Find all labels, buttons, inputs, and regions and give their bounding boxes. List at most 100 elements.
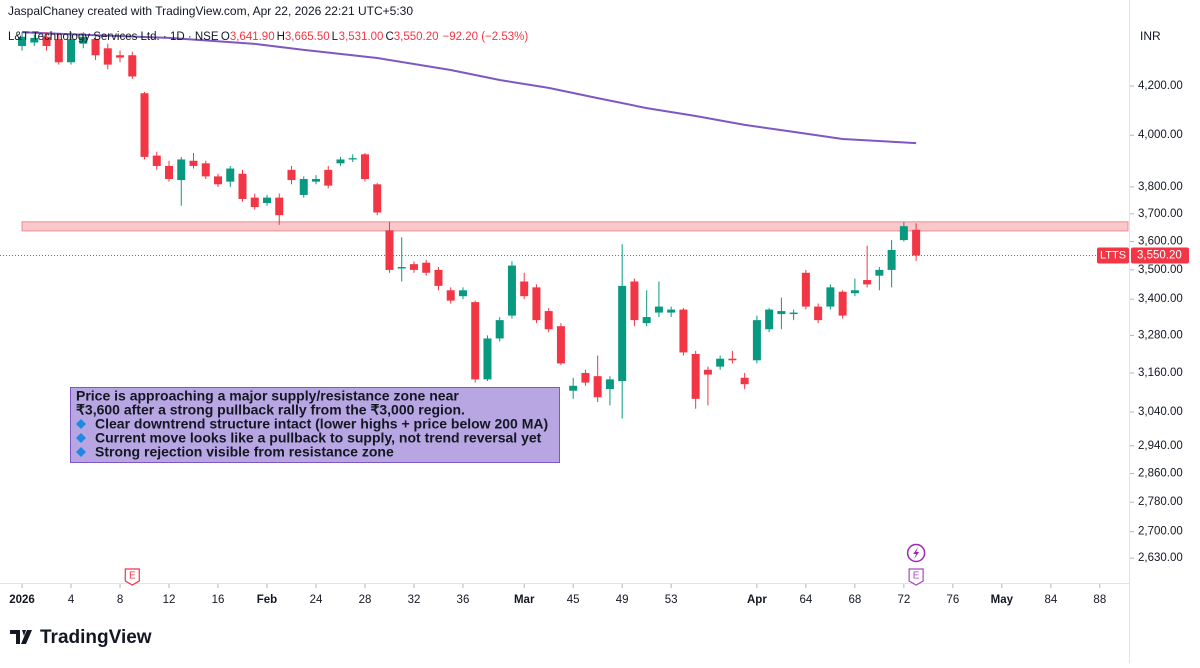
candle-body <box>544 311 553 330</box>
event-marker <box>908 568 924 586</box>
candle-body <box>789 312 798 315</box>
event-marker <box>124 568 140 586</box>
y-tick-label: 3,400.00 <box>1138 293 1183 305</box>
x-tick-label: 45 <box>567 594 580 606</box>
x-tick-label: 4 <box>68 594 75 606</box>
x-tick-label: 53 <box>665 594 678 606</box>
bullet-icon <box>76 447 86 457</box>
candle-body <box>275 197 284 216</box>
y-tick-label: 3,600.00 <box>1138 236 1183 248</box>
candle-body <box>262 197 271 204</box>
candle-body <box>42 36 51 46</box>
event-label: E <box>913 571 920 582</box>
y-tick-label: 2,700.00 <box>1138 526 1183 538</box>
y-tick-label: 2,860.00 <box>1138 468 1183 480</box>
candle-body <box>728 358 737 361</box>
legend-key: L <box>332 31 339 43</box>
candle-body <box>79 36 88 44</box>
candle-body <box>740 377 749 385</box>
logo-icon <box>10 630 32 644</box>
y-tick-label: 3,700.00 <box>1138 208 1183 220</box>
candle-body <box>838 291 847 316</box>
annotation-bullet: Strong rejection visible from resistance… <box>95 444 394 460</box>
y-tick-label: 2,780.00 <box>1138 496 1183 508</box>
candle-body <box>483 338 492 380</box>
moving-average <box>21 31 917 145</box>
x-tick-label: Feb <box>257 594 277 606</box>
candle-body <box>912 229 921 256</box>
candle-body <box>581 372 590 383</box>
candle-body <box>801 272 810 307</box>
candle-body <box>471 302 480 380</box>
candle-body <box>311 179 320 182</box>
currency: INR <box>1140 29 1161 43</box>
x-tick-label: 8 <box>117 594 123 606</box>
candle-body <box>18 36 27 46</box>
candle-body <box>630 281 639 321</box>
x-tick-label: Apr <box>747 594 767 606</box>
legend-value: 3,641.90 <box>230 31 275 43</box>
candle-body <box>336 159 345 164</box>
candle-body <box>556 326 565 364</box>
event-label: E <box>129 571 136 582</box>
annotation-line: Price is approaching a major supply/resi… <box>76 388 459 404</box>
candle-body <box>507 265 516 316</box>
bullet-icon <box>76 433 86 443</box>
x-tick-label: 28 <box>359 594 372 606</box>
x-tick-label: 12 <box>163 594 176 606</box>
logo: TradingView <box>10 627 152 648</box>
candle-body <box>152 155 161 166</box>
bullet-icon <box>76 419 86 429</box>
resistance-zone <box>21 221 1129 232</box>
legend-value: 3,531.00 <box>339 31 384 43</box>
candle-body <box>140 93 149 157</box>
candle-body <box>434 269 443 286</box>
candle-body <box>446 290 455 301</box>
candle-body <box>128 55 137 77</box>
split-icon-bolt <box>913 547 920 559</box>
candle-body <box>54 39 63 63</box>
candle-body <box>814 306 823 321</box>
x-tick-label: 76 <box>946 594 959 606</box>
candle-body <box>348 158 357 160</box>
legend-key: C <box>385 31 393 43</box>
annotation-line: ₹3,600 after a strong pullback rally fro… <box>76 402 465 418</box>
candle-body <box>569 385 578 391</box>
candle-body <box>373 184 382 213</box>
logo-text: TradingView <box>40 627 152 648</box>
candle-body <box>703 369 712 375</box>
candle-body <box>752 320 761 361</box>
price-badge-text: 3,550.20 <box>1137 250 1182 262</box>
x-tick-label: 32 <box>408 594 421 606</box>
candle-body <box>593 376 602 398</box>
x-tick-label: 2026 <box>9 594 35 606</box>
plot-area <box>18 31 1129 419</box>
candle-body <box>409 264 418 270</box>
y-tick-label: 3,040.00 <box>1138 406 1183 418</box>
x-tick-label: 16 <box>212 594 225 606</box>
candle-body <box>777 311 786 315</box>
legend-value: 3,550.20 <box>394 31 439 43</box>
candle-body <box>103 48 112 65</box>
annotation-box <box>70 387 560 463</box>
symbol-badge-text: LTTS <box>1100 249 1126 261</box>
candle-body <box>360 154 369 180</box>
candle-body <box>238 173 247 199</box>
candle-body <box>642 317 651 324</box>
y-tick-label: 3,800.00 <box>1138 181 1183 193</box>
y-tick-label: 4,000.00 <box>1138 129 1183 141</box>
candle-body <box>532 287 541 321</box>
legend-change: −92.20 (−2.53%) <box>443 31 529 43</box>
candle-body <box>201 163 210 177</box>
annotation-bullet: Clear downtrend structure intact (lower … <box>95 416 548 432</box>
candle-body <box>605 379 614 390</box>
candle-body <box>618 285 627 381</box>
candle-body <box>385 230 394 270</box>
x-tick-label: 64 <box>799 594 812 606</box>
candle-body <box>887 249 896 270</box>
credit: JaspalChaney created with TradingView.co… <box>8 4 413 18</box>
y-tick-label: 3,500.00 <box>1138 264 1183 276</box>
candle-body <box>189 160 198 166</box>
candle-body <box>324 169 333 186</box>
candle-body <box>863 280 872 285</box>
